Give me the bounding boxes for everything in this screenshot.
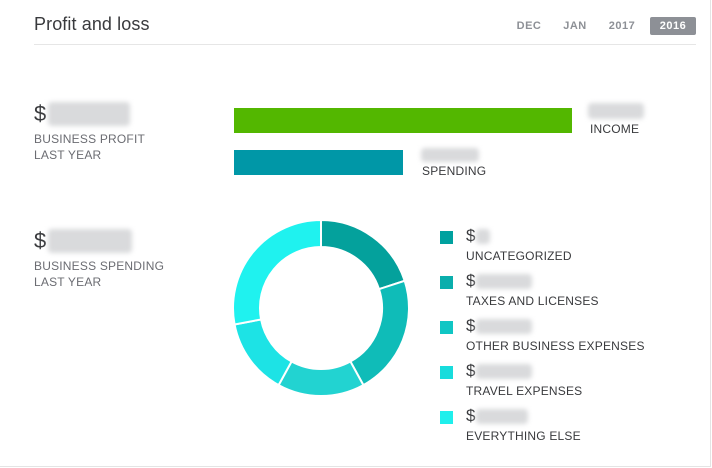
legend-label: UNCATEGORIZED: [466, 249, 572, 263]
legend-amount: $: [466, 405, 529, 427]
legend-swatch: [440, 366, 453, 379]
period-2016[interactable]: 2016: [650, 17, 696, 35]
legend-value-redacted: [476, 273, 533, 289]
header-divider: [34, 44, 696, 45]
legend-value-redacted: [476, 408, 529, 424]
business-spending-amount: $: [34, 228, 133, 254]
profit-currency-symbol: $: [34, 101, 47, 126]
business-profit-caption: BUSINESS PROFIT LAST YEAR: [34, 131, 145, 163]
legend-currency-symbol: $: [466, 226, 476, 245]
legend-currency-symbol: $: [466, 406, 476, 425]
legend-swatch: [440, 231, 453, 244]
legend-item-uncategorized[interactable]: $ UNCATEGORIZED: [440, 225, 700, 269]
period-dec[interactable]: DEC: [516, 20, 542, 32]
donut-slice-everything-else[interactable]: [232, 218, 322, 326]
donut-slice-uncategorized[interactable]: [320, 218, 406, 291]
income-label: INCOME: [590, 122, 640, 136]
widget-title: Profit and loss: [34, 14, 150, 34]
donut-slice-other-business-expenses[interactable]: [277, 360, 365, 397]
legend-amount: $: [466, 315, 533, 337]
legend-value-redacted: [476, 228, 491, 244]
spending-caption-line1: BUSINESS SPENDING: [34, 259, 165, 273]
spending-bar[interactable]: [234, 150, 403, 175]
income-bar[interactable]: [234, 108, 572, 133]
legend-label: TAXES AND LICENSES: [466, 294, 599, 308]
legend-label: TRAVEL EXPENSES: [466, 384, 583, 398]
legend-swatch: [440, 411, 453, 424]
legend-item-travel-expenses[interactable]: $ TRAVEL EXPENSES: [440, 360, 700, 404]
spending-label: SPENDING: [422, 164, 487, 178]
legend-amount: $: [466, 225, 491, 247]
legend-currency-symbol: $: [466, 271, 476, 290]
donut-slice-travel-expenses[interactable]: [233, 318, 293, 387]
spending-value-redacted: [421, 148, 479, 162]
profit-value-redacted: [48, 102, 131, 126]
legend-label: OTHER BUSINESS EXPENSES: [466, 339, 645, 353]
profit-caption-line1: BUSINESS PROFIT: [34, 132, 146, 146]
legend-item-everything-else[interactable]: $ EVERYTHING ELSE: [440, 405, 700, 449]
legend-amount: $: [466, 270, 533, 292]
legend-item-other-business-expenses[interactable]: $ OTHER BUSINESS EXPENSES: [440, 315, 700, 359]
legend-currency-symbol: $: [466, 361, 476, 380]
spending-value-redacted: [48, 229, 133, 253]
income-value-redacted: [588, 103, 644, 119]
legend-swatch: [440, 321, 453, 334]
legend-value-redacted: [476, 363, 533, 379]
legend-amount: $: [466, 360, 533, 382]
legend-swatch: [440, 276, 453, 289]
spending-caption-line2: LAST YEAR: [34, 275, 102, 289]
donut-slice-taxes-and-licenses[interactable]: [349, 279, 410, 387]
legend-currency-symbol: $: [466, 316, 476, 335]
period-2017[interactable]: 2017: [608, 20, 636, 32]
legend-value-redacted: [476, 318, 533, 334]
legend-label: EVERYTHING ELSE: [466, 429, 581, 443]
spending-donut-chart[interactable]: [230, 217, 412, 399]
period-jan[interactable]: JAN: [563, 20, 587, 32]
legend-item-taxes-and-licenses[interactable]: $ TAXES AND LICENSES: [440, 270, 700, 314]
business-profit-amount: $: [34, 101, 131, 127]
profit-caption-line2: LAST YEAR: [34, 148, 102, 162]
spending-currency-symbol: $: [34, 228, 47, 253]
business-spending-caption: BUSINESS SPENDING LAST YEAR: [34, 258, 164, 290]
